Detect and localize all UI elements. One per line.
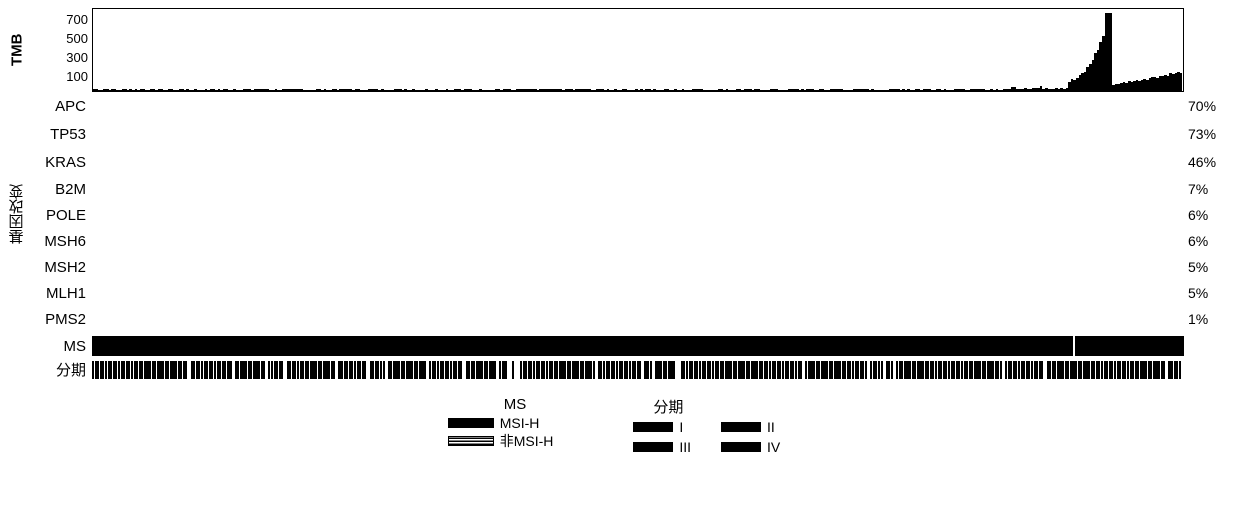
legend-label: I (679, 419, 683, 435)
gene-label: MSH2 (26, 259, 92, 276)
legend-swatch (721, 442, 761, 452)
legend-ms: MS MSI-H非MSI-H (448, 396, 554, 455)
legend-stage-title: 分期 (653, 396, 683, 417)
gene-label: MSH6 (26, 233, 92, 250)
stage-track (92, 361, 1184, 379)
legend-swatch (448, 418, 494, 428)
legend-label: II (767, 419, 775, 435)
gene-row-pms2: PMS2 1% (26, 308, 1220, 330)
gene-percent: 7% (1184, 181, 1220, 197)
legend-label: III (679, 439, 691, 455)
legend: MS MSI-H非MSI-H 分期 IIIIIIIV (8, 396, 1220, 455)
gene-row-apc: APC 70% (26, 94, 1220, 118)
gene-percent: 73% (1184, 126, 1220, 142)
gene-percent: 46% (1184, 154, 1220, 170)
gene-percent: 1% (1184, 311, 1220, 327)
legend-label: 非MSI-H (500, 431, 554, 451)
legend-ms-title: MS (504, 396, 527, 413)
gene-row-pole: POLE 6% (26, 204, 1220, 226)
gene-row-tp53: TP53 73% (26, 122, 1220, 146)
gene-percent: 70% (1184, 98, 1220, 114)
gene-row-kras: KRAS 46% (26, 150, 1220, 174)
legend-item: 非MSI-H (448, 431, 554, 451)
gene-row-msh2: MSH2 5% (26, 256, 1220, 278)
legend-label: IV (767, 439, 780, 455)
legend-item: III (633, 439, 691, 455)
stage-label: 分期 (8, 359, 92, 380)
gene-percent: 5% (1184, 285, 1220, 301)
tmb-axis-label: TMB (8, 8, 26, 92)
legend-stage: 分期 IIIIIIIV (633, 396, 780, 455)
gene-label: B2M (26, 181, 92, 198)
ms-label: MS (8, 338, 92, 355)
gene-row-b2m: B2M 7% (26, 178, 1220, 200)
gene-label: PMS2 (26, 311, 92, 328)
gene-percent: 6% (1184, 207, 1220, 223)
legend-swatch (721, 422, 761, 432)
legend-item: II (721, 419, 780, 435)
gene-percent: 6% (1184, 233, 1220, 249)
gene-label: TP53 (26, 126, 92, 143)
gene-row-msh6: MSH6 6% (26, 230, 1220, 252)
gene-label: POLE (26, 207, 92, 224)
gene-axis-label: 基因改变 (8, 94, 26, 334)
legend-item: IV (721, 439, 780, 455)
ms-track (92, 336, 1184, 356)
legend-swatch (633, 442, 673, 452)
gene-label: MLH1 (26, 285, 92, 302)
ms-row: MS (8, 336, 1220, 356)
tmb-chart (92, 8, 1184, 92)
legend-item: MSI-H (448, 415, 554, 431)
legend-item: I (633, 419, 691, 435)
stage-row: 分期 (8, 359, 1220, 380)
gene-percent: 5% (1184, 259, 1220, 275)
legend-swatch (633, 422, 673, 432)
gene-label: APC (26, 98, 92, 115)
legend-label: MSI-H (500, 415, 540, 431)
tmb-ticks: 700500300100 (26, 8, 92, 92)
gene-row-mlh1: MLH1 5% (26, 282, 1220, 304)
legend-swatch (448, 436, 494, 446)
gene-label: KRAS (26, 154, 92, 171)
